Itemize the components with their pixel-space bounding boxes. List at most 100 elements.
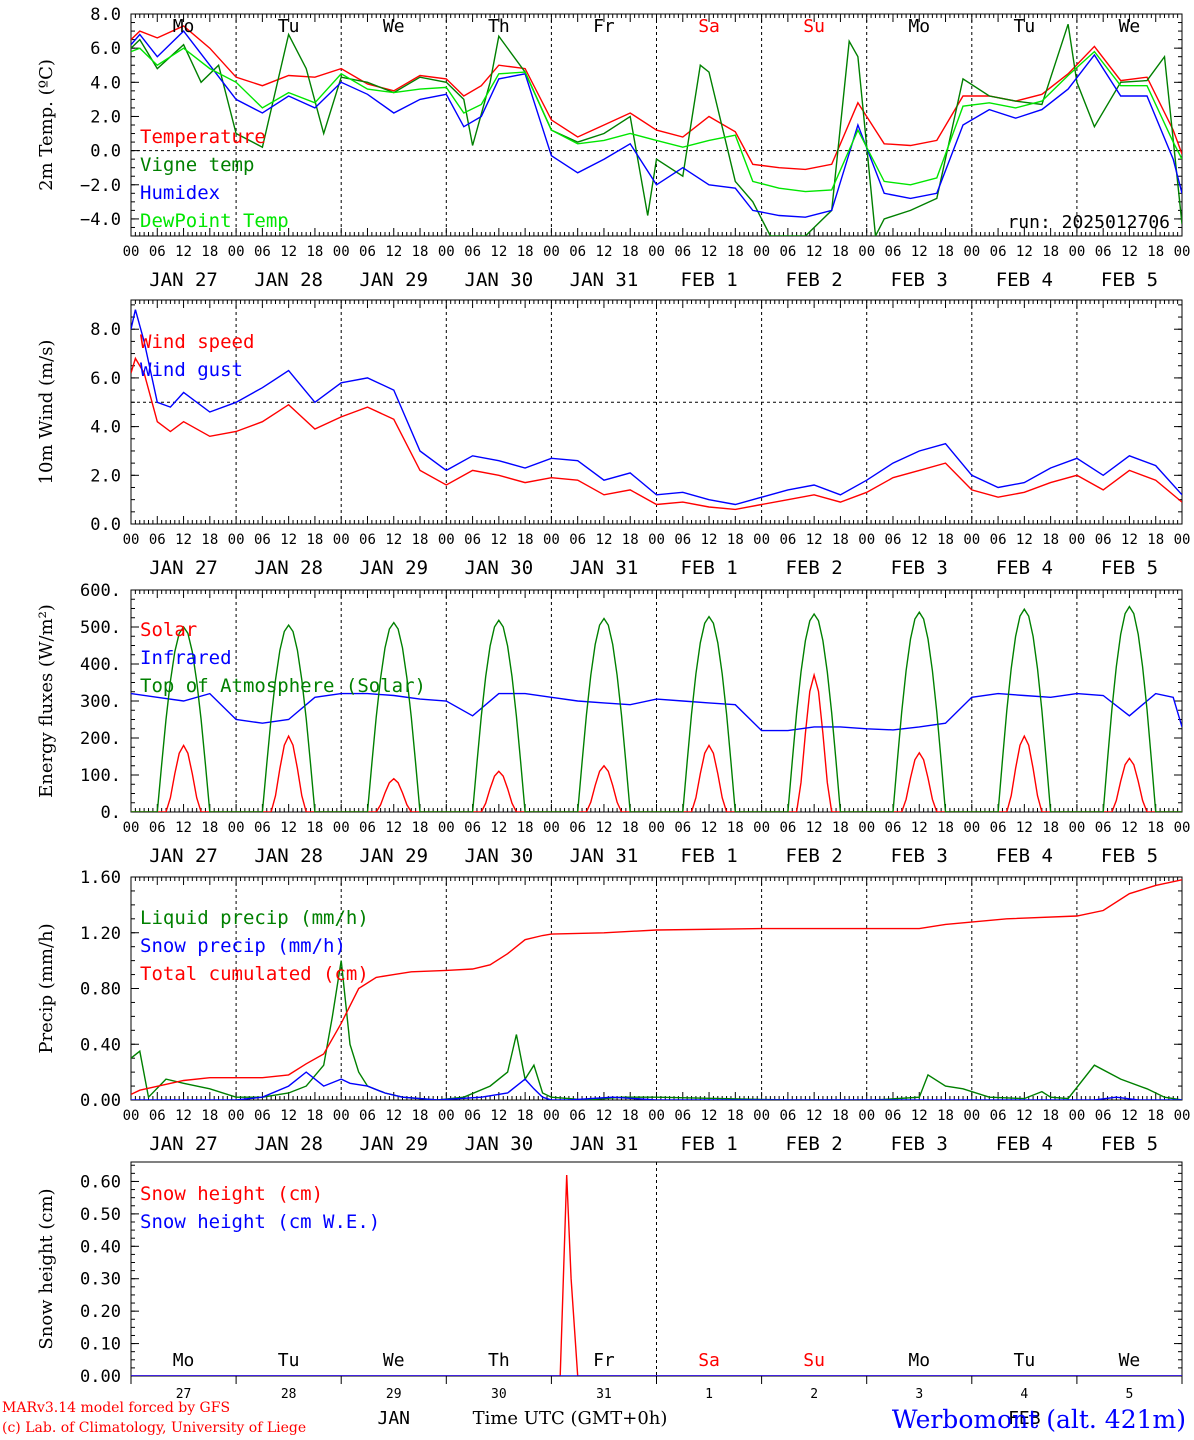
panel-4: 1.60 1.20 0.80 0.40 0.00 Precip (mm/h) Liquid … (36, 868, 1190, 1155)
weekday-label: Tu (1014, 16, 1036, 37)
hour-label: 00 (333, 1108, 350, 1124)
hour-label: 06 (779, 1108, 796, 1124)
hour-label: 12 (490, 820, 507, 836)
hour-label: 06 (254, 244, 271, 260)
hour-label: 06 (779, 820, 796, 836)
hour-label: 18 (727, 244, 744, 260)
hour-label: 18 (622, 244, 639, 260)
y-axis-label: Snow height (cm) (36, 1188, 57, 1349)
date-label: JAN 27 (149, 269, 218, 291)
hour-label: 06 (1095, 820, 1112, 836)
legend-entry: DewPoint Temp (140, 210, 289, 232)
hour-label: 06 (254, 532, 271, 548)
hour-label: 18 (727, 1108, 744, 1124)
hour-label: 12 (701, 1108, 718, 1124)
day-number: 30 (491, 1387, 507, 1402)
date-label: JAN 28 (254, 557, 323, 579)
series-group (131, 309, 1182, 511)
y-tick-label: 0.40 (80, 1035, 121, 1055)
y-tick-label: 100. (80, 766, 121, 786)
hour-label: 00 (438, 820, 455, 836)
weekday-label: Tu (278, 16, 300, 37)
hour-label: 18 (937, 532, 954, 548)
hour-label: 06 (990, 1108, 1007, 1124)
hour-label: 00 (1068, 1108, 1085, 1124)
legend-entry: Infrared (140, 647, 232, 669)
weekday-label: Th (488, 16, 510, 37)
series-group (131, 879, 1182, 1100)
hour-label: 00 (228, 820, 245, 836)
hour-label: 12 (596, 1108, 613, 1124)
hour-label: 18 (1147, 532, 1164, 548)
date-label: FEB 1 (680, 845, 737, 867)
y-tick-label: 0.00 (80, 1367, 121, 1387)
hour-label: 06 (149, 244, 166, 260)
date-label: FEB 1 (680, 557, 737, 579)
hour-label: 00 (333, 532, 350, 548)
hour-label: 00 (858, 532, 875, 548)
hour-label: 12 (385, 820, 402, 836)
hour-label: 00 (1174, 244, 1191, 260)
hour-label: 18 (937, 1108, 954, 1124)
hour-label: 06 (1095, 1108, 1112, 1124)
hour-label: 00 (1174, 1108, 1191, 1124)
hour-label: 18 (517, 1108, 534, 1124)
hour-label: 06 (990, 532, 1007, 548)
y-tick-label: 1.60 (80, 868, 121, 888)
y-tick-label: 300. (80, 692, 121, 712)
y-tick-label: 0.20 (80, 1302, 121, 1322)
hour-label: 06 (569, 244, 586, 260)
hour-label: 06 (254, 820, 271, 836)
hour-label: 12 (596, 244, 613, 260)
date-label: FEB 1 (680, 1133, 737, 1155)
legend-entry: Temperature (140, 126, 266, 148)
y-axis-label: 10m Wind (m/s) (36, 340, 57, 485)
hour-label: 12 (911, 532, 928, 548)
weekday-label: Fr (593, 16, 615, 37)
date-label: FEB 2 (786, 557, 843, 579)
y-tick-label: 500. (80, 618, 121, 638)
hour-label: 18 (517, 532, 534, 548)
date-label: FEB 3 (891, 1133, 948, 1155)
series-line (131, 30, 1182, 218)
hour-label: 06 (990, 244, 1007, 260)
weekday-label: Mo (173, 16, 195, 37)
series-line (131, 356, 1182, 511)
y-tick-label: 6.0 (90, 39, 121, 59)
hour-label: 18 (937, 244, 954, 260)
hour-label: 12 (1016, 820, 1033, 836)
hour-label: 12 (385, 532, 402, 548)
hour-label: 06 (464, 1108, 481, 1124)
hour-label: 00 (753, 820, 770, 836)
hour-label: 06 (359, 820, 376, 836)
hour-label: 00 (1068, 820, 1085, 836)
y-tick-label: 0. (101, 803, 121, 823)
hour-label: 06 (674, 532, 691, 548)
y-tick-label: 0.80 (80, 980, 121, 1000)
date-label: FEB 3 (891, 269, 948, 291)
series-group (131, 1174, 1182, 1376)
hour-label: 18 (412, 532, 429, 548)
hour-label: 06 (779, 244, 796, 260)
hour-label: 18 (306, 244, 323, 260)
hour-label: 12 (1121, 532, 1138, 548)
hour-label: 06 (149, 1108, 166, 1124)
hour-label: 18 (727, 532, 744, 548)
hour-label: 00 (333, 820, 350, 836)
hour-label: 12 (911, 820, 928, 836)
date-label: FEB 3 (891, 557, 948, 579)
hour-label: 00 (228, 1108, 245, 1124)
weekday-label: Sa (698, 1350, 720, 1371)
date-label: JAN 30 (465, 845, 534, 867)
y-tick-label: 0.0 (90, 142, 121, 162)
series-line (131, 605, 1182, 812)
hour-label: 00 (228, 532, 245, 548)
y-tick-label: 6.0 (90, 369, 121, 389)
hour-label: 18 (1147, 244, 1164, 260)
panel-5: 0.60 0.50 0.40 0.30 0.20 0.10 0.00 Snow height … (36, 1161, 1183, 1402)
hour-label: 12 (806, 532, 823, 548)
month-label-jan: JAN (377, 1408, 410, 1429)
hour-label: 00 (228, 244, 245, 260)
hour-label: 00 (123, 532, 140, 548)
legend-entry: Snow precip (mm/h) (140, 935, 346, 957)
